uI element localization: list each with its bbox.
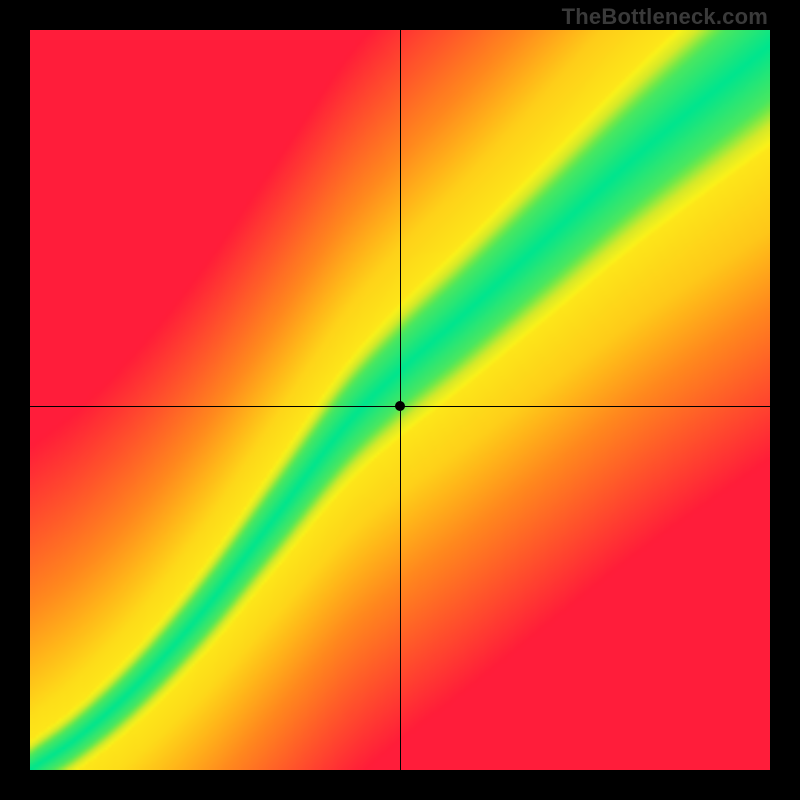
watermark-text: TheBottleneck.com — [562, 4, 768, 30]
crosshair-marker — [395, 401, 405, 411]
heatmap-plot-area — [30, 30, 770, 770]
figure-container: { "watermark": { "text": "TheBottleneck.… — [0, 0, 800, 800]
